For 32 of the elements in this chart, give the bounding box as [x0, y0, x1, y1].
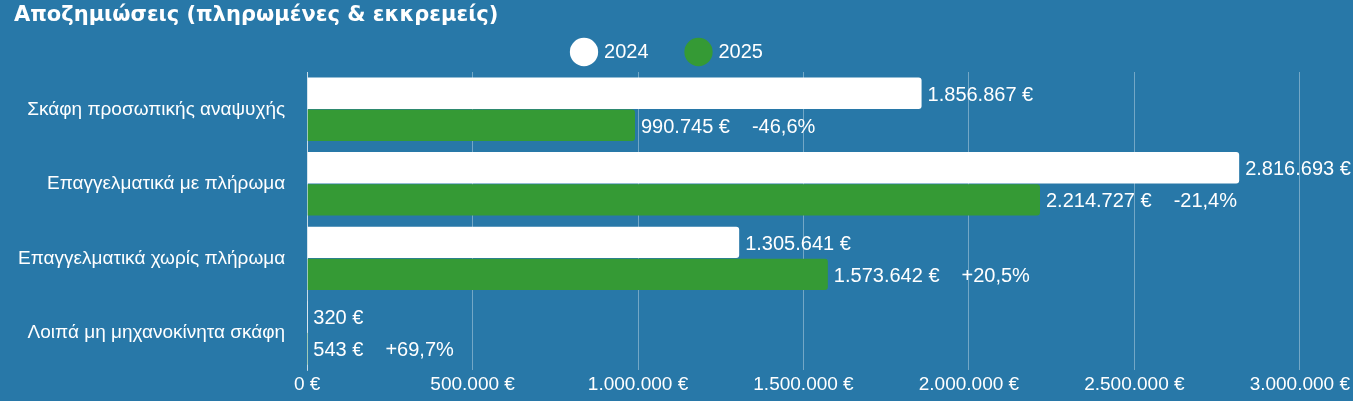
x-tick-label: 0 €: [293, 372, 321, 394]
annotation: -46,6%: [751, 114, 816, 137]
data-label: 2.816.693 €: [1245, 157, 1351, 180]
x-tick-label: 3.000.000 €: [1249, 372, 1351, 394]
legend-label: 2025: [718, 39, 763, 62]
annotation: +20,5%: [961, 263, 1031, 286]
y-tick-label: Επαγγελματικά χωρίς πλήρωμα: [18, 246, 286, 268]
bar: [307, 152, 1240, 184]
legend-label: 2024: [604, 39, 649, 62]
data-label: 1.573.642 €: [833, 263, 940, 286]
y-tick-label: Λοιπά μη μηχανοκίνητα σκάφη: [27, 321, 286, 343]
bar: [307, 258, 828, 291]
bar: [307, 77, 922, 109]
annotation: +69,7%: [385, 338, 454, 361]
y-tick-label: Σκάφη προσωπικής αναψυχής: [27, 97, 286, 119]
x-tick-label: 1.000.000 €: [587, 372, 689, 394]
x-tick-label: 2.500.000 €: [1084, 372, 1185, 394]
x-tick-label: 500.000 €: [430, 372, 516, 394]
data-label: 1.856.867 €: [927, 82, 1034, 105]
chart-title: Αποζημιώσεις (πληρωμένες & εκκρεμείς): [14, 2, 499, 26]
x-tick-label: 2.000.000 €: [918, 372, 1020, 394]
data-label: 543 €: [313, 338, 364, 361]
data-label: 1.305.641 €: [745, 231, 851, 254]
data-label: 990.745 €: [640, 114, 730, 137]
annotation: -21,4%: [1173, 189, 1238, 212]
data-label: 2.214.727 €: [1045, 189, 1152, 212]
bar: [307, 226, 740, 259]
y-tick-label: Επαγγελματικά με πλήρωμα: [47, 172, 286, 194]
bar: [307, 109, 635, 142]
bar: [307, 184, 1040, 216]
data-label: 320 €: [313, 306, 364, 329]
x-tick-label: 1.500.000 €: [753, 372, 855, 394]
